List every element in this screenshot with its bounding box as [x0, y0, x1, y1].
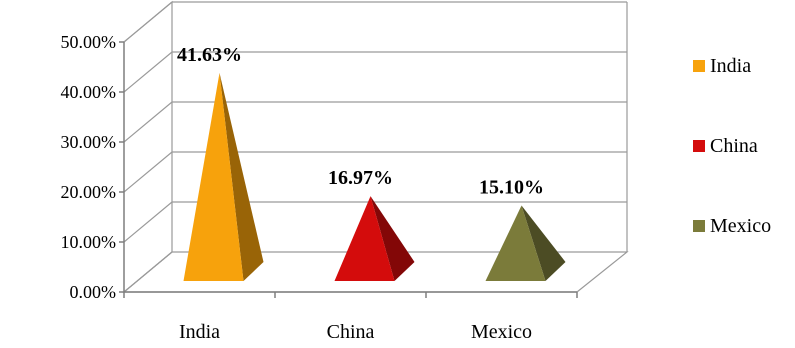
gridline-side [123, 51, 173, 93]
gridline-side [123, 201, 173, 243]
y-tick-label: 20.00% [61, 182, 117, 202]
value-axis [119, 41, 578, 298]
y-tick-label: 30.00% [61, 132, 117, 152]
legend-swatch [693, 60, 705, 72]
pyramid-mexico [485, 205, 566, 281]
legend-label: Mexico [710, 215, 771, 237]
data-labels: 41.63% 16.97% 15.10% [177, 44, 544, 199]
legend-swatch [693, 220, 705, 232]
legend-label: China [710, 135, 758, 157]
pyramid-china [334, 196, 415, 281]
y-tick-labels: 0.00% 10.00% 20.00% 30.00% 40.00% 50.00% [61, 32, 117, 302]
pyramid-front-face [485, 205, 546, 281]
chart-walls [123, 0, 173, 293]
category-label: Mexico [471, 321, 532, 343]
pyramid-side-face [370, 196, 415, 281]
pyramid-india [183, 72, 264, 281]
y-tick-label: 0.00% [70, 282, 117, 302]
pyramid-side-face [219, 72, 264, 281]
category-label: India [179, 321, 220, 343]
legend: India China Mexico [693, 55, 771, 237]
data-label: 16.97% [328, 167, 393, 189]
pyramid-front-face [183, 72, 244, 281]
data-label: 41.63% [177, 44, 242, 66]
legend-label: India [710, 55, 751, 77]
gridline-side [123, 101, 173, 143]
category-label: China [327, 321, 375, 343]
y-tick-label: 50.00% [61, 32, 117, 52]
data-series [183, 72, 566, 281]
category-labels: India China Mexico [179, 321, 532, 343]
gridline-side [123, 151, 173, 193]
pyramid-front-face [334, 196, 395, 281]
data-label: 15.10% [479, 177, 544, 199]
side-wall [123, 0, 173, 293]
legend-swatch [693, 140, 705, 152]
gridline-side [123, 1, 173, 43]
pyramid-side-face [521, 205, 566, 281]
y-tick-label: 40.00% [61, 82, 117, 102]
y-tick-label: 10.00% [61, 232, 117, 252]
